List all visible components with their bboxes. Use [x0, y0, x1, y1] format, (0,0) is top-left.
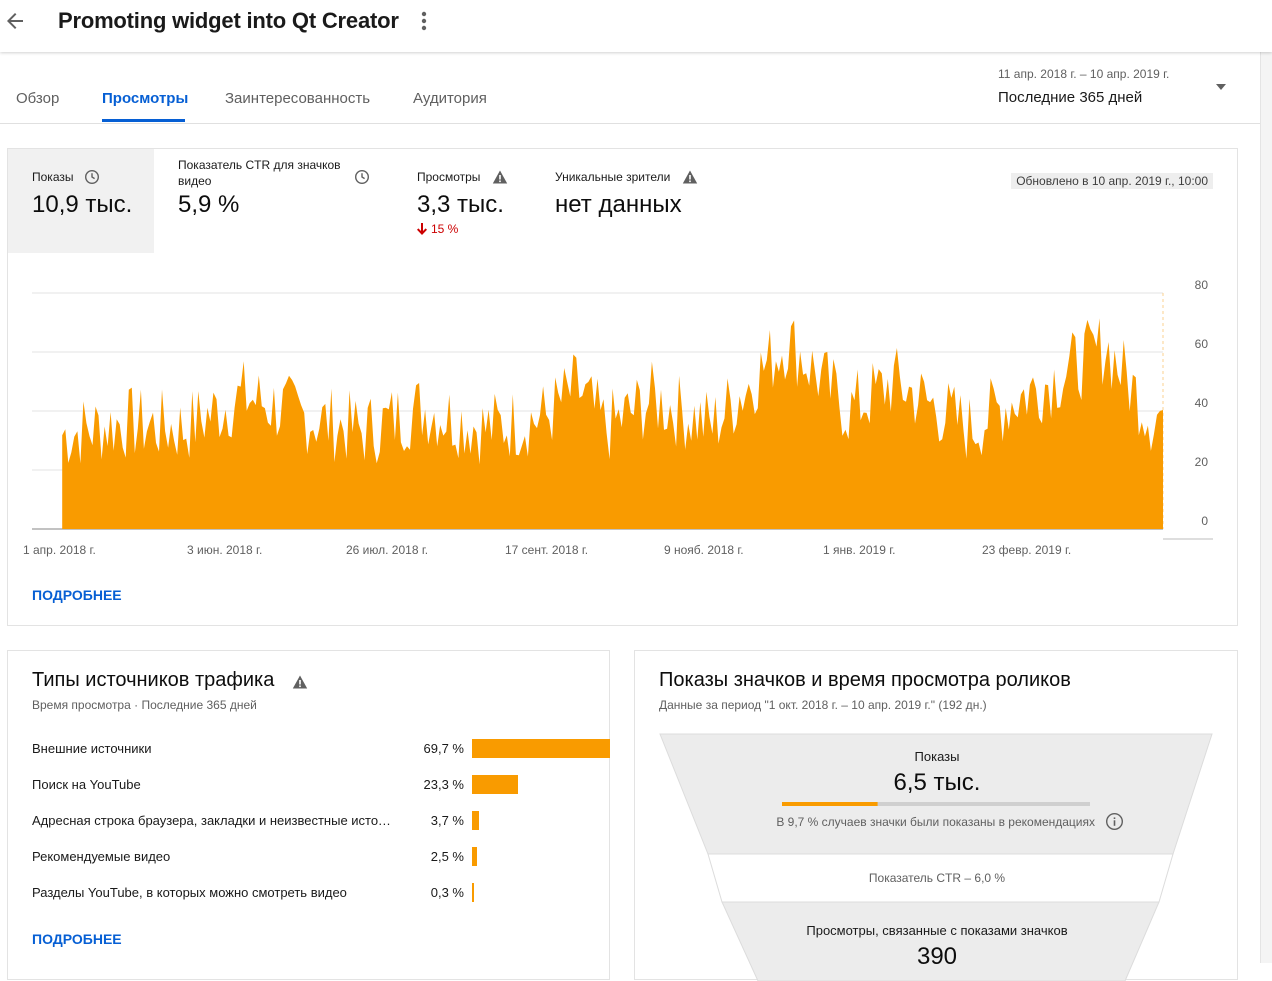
reco-fill [782, 802, 878, 806]
y-tick-label: 40 [1195, 396, 1209, 410]
traffic-bar [472, 847, 477, 866]
info-icon[interactable] [1105, 812, 1124, 831]
traffic-percent: 0,3 % [430, 885, 464, 900]
arrow-down-icon [417, 223, 427, 235]
funnel-reco-text: В 9,7 % случаев значки были показаны в р… [776, 815, 1095, 829]
funnel-impressions-value: 6,5 тыс. [893, 769, 981, 796]
traffic-bar [472, 739, 610, 758]
y-tick-label: 80 [1195, 278, 1209, 292]
traffic-label: Рекомендуемые видео [32, 849, 171, 864]
funnel-views-value: 390 [916, 943, 958, 970]
metric-value: 3,3 тыс. [417, 191, 504, 218]
metric-label: Просмотры [417, 170, 481, 184]
tab-engagement[interactable]: Заинтересованность [225, 90, 371, 107]
warning-icon [292, 675, 308, 689]
updated-badge: Обновлено в 10 апр. 2019 г., 10:00 [1011, 173, 1213, 189]
funnel-graphic [659, 733, 1213, 981]
tab-reach[interactable]: Просмотры [102, 90, 189, 107]
card-title: Показы значков и время просмотра роликов [659, 669, 1071, 691]
traffic-sources-card: Типы источников трафика Время просмотра … [7, 650, 610, 980]
x-tick-label: 23 февр. 2019 г. [982, 543, 1071, 557]
analytics-tabs: Обзор Просмотры Заинтересованность Аудит… [0, 52, 1260, 124]
clock-icon [354, 169, 370, 185]
x-tick-label: 1 янв. 2019 г. [823, 543, 895, 557]
metric-ctr[interactable]: Показатель CTR для значков видео 5,9 % [154, 149, 376, 253]
x-tick-label: 1 апр. 2018 г. [23, 543, 96, 557]
traffic-percent: 2,5 % [430, 849, 464, 864]
reco-track [782, 802, 1090, 806]
traffic-label: Разделы YouTube, в которых можно смотрет… [32, 885, 347, 900]
metric-value: 5,9 % [178, 191, 240, 218]
metric-unique-viewers[interactable]: Уникальные зрители нет данных [514, 149, 714, 253]
x-tick-label: 26 июл. 2018 г. [346, 543, 428, 557]
metric-value: 10,9 тыс. [32, 191, 133, 218]
x-tick-label: 17 сент. 2018 г. [505, 543, 588, 557]
metric-label: Показатель CTR для значков видео [178, 158, 341, 188]
y-tick-label: 60 [1195, 337, 1209, 351]
video-title: Promoting widget into Qt Creator [58, 8, 399, 33]
arrow-left-icon[interactable] [3, 9, 27, 33]
metric-views[interactable]: Просмотры 3,3 тыс. 15 % [376, 149, 514, 253]
more-button-traffic[interactable]: ПОДРОБНЕЕ [32, 931, 122, 947]
traffic-bar [472, 883, 474, 902]
card-title: Типы источников трафика [32, 669, 275, 691]
card-subtitle: Данные за период "1 окт. 2018 г. – 10 ап… [659, 698, 987, 712]
period-range: 11 апр. 2018 г. – 10 апр. 2019 г. [998, 67, 1170, 81]
period-selector[interactable]: 11 апр. 2018 г. – 10 апр. 2019 г. Послед… [998, 67, 1238, 106]
impressions-chart: 0 20 40 60 80 1 апр. 2018 г. 3 июн. 2018 г. 26 … [23, 278, 1213, 557]
y-tick-label: 20 [1195, 455, 1209, 469]
metric-label: Показы [32, 170, 74, 184]
x-tick-label: 9 нояб. 2018 г. [664, 543, 744, 557]
clock-icon [84, 169, 100, 185]
impressions-area [62, 318, 1164, 529]
traffic-row[interactable]: Рекомендуемые видео 2,5 % [32, 847, 592, 867]
traffic-row[interactable]: Поиск на YouTube 23,3 % [32, 775, 592, 795]
scrollbar[interactable] [1260, 52, 1272, 963]
more-button-reach[interactable]: ПОДРОБНЕЕ [32, 587, 122, 603]
traffic-label: Поиск на YouTube [32, 777, 141, 792]
traffic-percent: 23,3 % [423, 777, 464, 792]
metric-value: нет данных [555, 191, 682, 218]
y-tick-label: 0 [1201, 514, 1208, 528]
active-tab-indicator [102, 119, 185, 122]
chevron-down-icon [1216, 84, 1226, 90]
metric-label: Уникальные зрители [555, 170, 671, 184]
reach-card: Показы 10,9 тыс. Показатель CTR для знач… [7, 148, 1238, 626]
tab-overview[interactable]: Обзор [16, 90, 60, 107]
funnel-impressions-label: Показы [914, 749, 960, 764]
funnel-stage-views [721, 901, 1160, 981]
metric-delta: 15 % [431, 222, 459, 236]
traffic-row[interactable]: Адресная строка браузера, закладки и неи… [32, 811, 592, 831]
warning-icon [492, 170, 508, 184]
traffic-label: Адресная строка браузера, закладки и неи… [32, 813, 397, 828]
x-tick-label: 3 июн. 2018 г. [187, 543, 262, 557]
impressions-funnel-card: Показы значков и время просмотра роликов… [634, 650, 1238, 981]
traffic-label: Внешние источники [32, 741, 152, 756]
tab-audience[interactable]: Аудитория [413, 90, 487, 107]
card-subtitle: Время просмотра · Последние 365 дней [32, 698, 257, 712]
chart-labels: 0 20 40 60 80 1 апр. 2018 г. 3 июн. 2018 г. 26 … [23, 278, 1208, 557]
traffic-percent: 69,7 % [423, 741, 464, 756]
funnel-views-label: Просмотры, связанные с показами значков [806, 923, 1068, 938]
metric-impressions[interactable]: Показы 10,9 тыс. [8, 149, 154, 253]
traffic-row[interactable]: Внешние источники 69,7 % [32, 739, 610, 759]
period-label: Последние 365 дней [998, 89, 1143, 106]
traffic-percent: 3,7 % [430, 813, 464, 828]
warning-icon [682, 170, 698, 184]
traffic-bar [472, 811, 480, 830]
traffic-bar [472, 775, 519, 794]
traffic-row[interactable]: Разделы YouTube, в которых можно смотрет… [32, 883, 592, 903]
top-app-bar: Promoting widget into Qt Creator [0, 0, 1272, 52]
more-vert-icon[interactable] [414, 8, 434, 34]
funnel-ctr-text: Показатель CTR – 6,0 % [868, 871, 1006, 885]
